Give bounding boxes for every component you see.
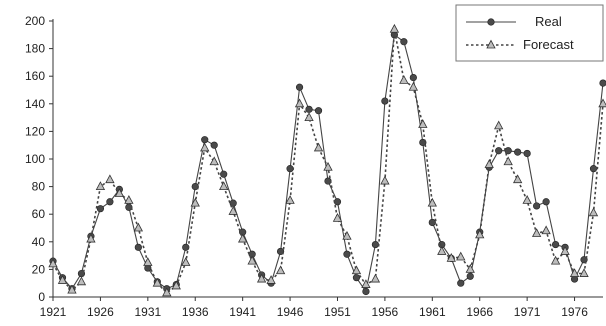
forecast-point: [305, 113, 313, 121]
forecast-point: [201, 143, 209, 151]
forecast-point: [134, 224, 142, 232]
x-tick-label: 1961: [419, 305, 446, 319]
real-point: [201, 136, 208, 143]
real-point: [514, 149, 521, 156]
real-point: [135, 244, 142, 251]
forecast-point: [315, 143, 323, 151]
legend-box: [456, 5, 603, 61]
forecast-point: [400, 76, 408, 84]
x-tick-label: 1941: [229, 305, 256, 319]
forecast-point: [125, 196, 133, 204]
y-tick-label: 140: [25, 97, 45, 111]
forecast-point: [210, 157, 218, 165]
forecast-point: [523, 196, 531, 204]
real-point: [505, 147, 512, 154]
y-tick-label: 40: [32, 235, 46, 249]
forecast-point: [390, 25, 398, 32]
legend-forecast-label: Forecast: [523, 37, 574, 52]
real-point: [543, 198, 550, 205]
real-point: [410, 74, 417, 81]
real-point: [344, 251, 351, 258]
x-tick-label: 1976: [561, 305, 588, 319]
forecast-point: [381, 177, 389, 185]
forecast-point: [457, 252, 465, 260]
forecast-point: [409, 83, 417, 91]
x-tick-label: 1971: [514, 305, 541, 319]
y-tick-label: 60: [32, 207, 46, 221]
real-point: [306, 106, 313, 113]
x-tick-label: 1926: [87, 305, 114, 319]
x-tick-label: 1956: [372, 305, 399, 319]
real-point: [590, 165, 597, 172]
x-tick-label: 1921: [40, 305, 67, 319]
real-point: [363, 288, 370, 295]
real-point: [495, 147, 502, 154]
x-tick-label: 1951: [324, 305, 351, 319]
forecast-point: [296, 99, 304, 107]
forecast-point: [96, 182, 104, 190]
real-point: [296, 84, 303, 91]
real-point: [467, 273, 474, 280]
x-tick-label: 1966: [466, 305, 493, 319]
x-tick-label: 1931: [134, 305, 161, 319]
real-point: [126, 204, 133, 211]
real-point: [97, 205, 104, 212]
y-tick-label: 200: [25, 14, 45, 28]
x-tick-label: 1946: [277, 305, 304, 319]
real-point: [315, 107, 322, 114]
y-tick-label: 20: [32, 262, 46, 276]
forecast-point: [504, 157, 512, 165]
real-point: [287, 165, 294, 172]
y-tick-label: 180: [25, 42, 45, 56]
real-point: [457, 280, 464, 287]
legend-real-marker: [488, 19, 495, 26]
real-point: [211, 142, 218, 149]
y-tick-label: 0: [38, 290, 45, 304]
forecast-point: [277, 266, 285, 274]
real-point: [524, 150, 531, 157]
forecast-point: [542, 226, 550, 234]
x-tick-label: 1936: [182, 305, 209, 319]
y-tick-label: 100: [25, 152, 45, 166]
real-point: [401, 38, 408, 45]
y-tick-label: 80: [32, 180, 46, 194]
forecast-point: [599, 99, 606, 107]
real-point: [220, 171, 227, 178]
real-point: [353, 274, 360, 281]
forecast-point: [514, 175, 522, 183]
real-point: [533, 203, 540, 210]
real-point: [429, 219, 436, 226]
forecast-point: [106, 175, 114, 183]
real-point: [372, 241, 379, 248]
real-point: [107, 198, 114, 205]
legend-real-label: Real: [535, 14, 562, 29]
forecast-point: [371, 275, 379, 283]
real-point: [600, 80, 606, 87]
forecast-point: [590, 208, 598, 216]
forecast-point: [533, 229, 541, 237]
forecast-point: [495, 121, 503, 129]
forecast-point: [485, 160, 493, 168]
y-tick-label: 120: [25, 124, 45, 138]
forecast-series-line: [53, 29, 603, 293]
y-tick-label: 160: [25, 69, 45, 83]
real-point: [382, 98, 389, 105]
real-point: [552, 241, 559, 248]
